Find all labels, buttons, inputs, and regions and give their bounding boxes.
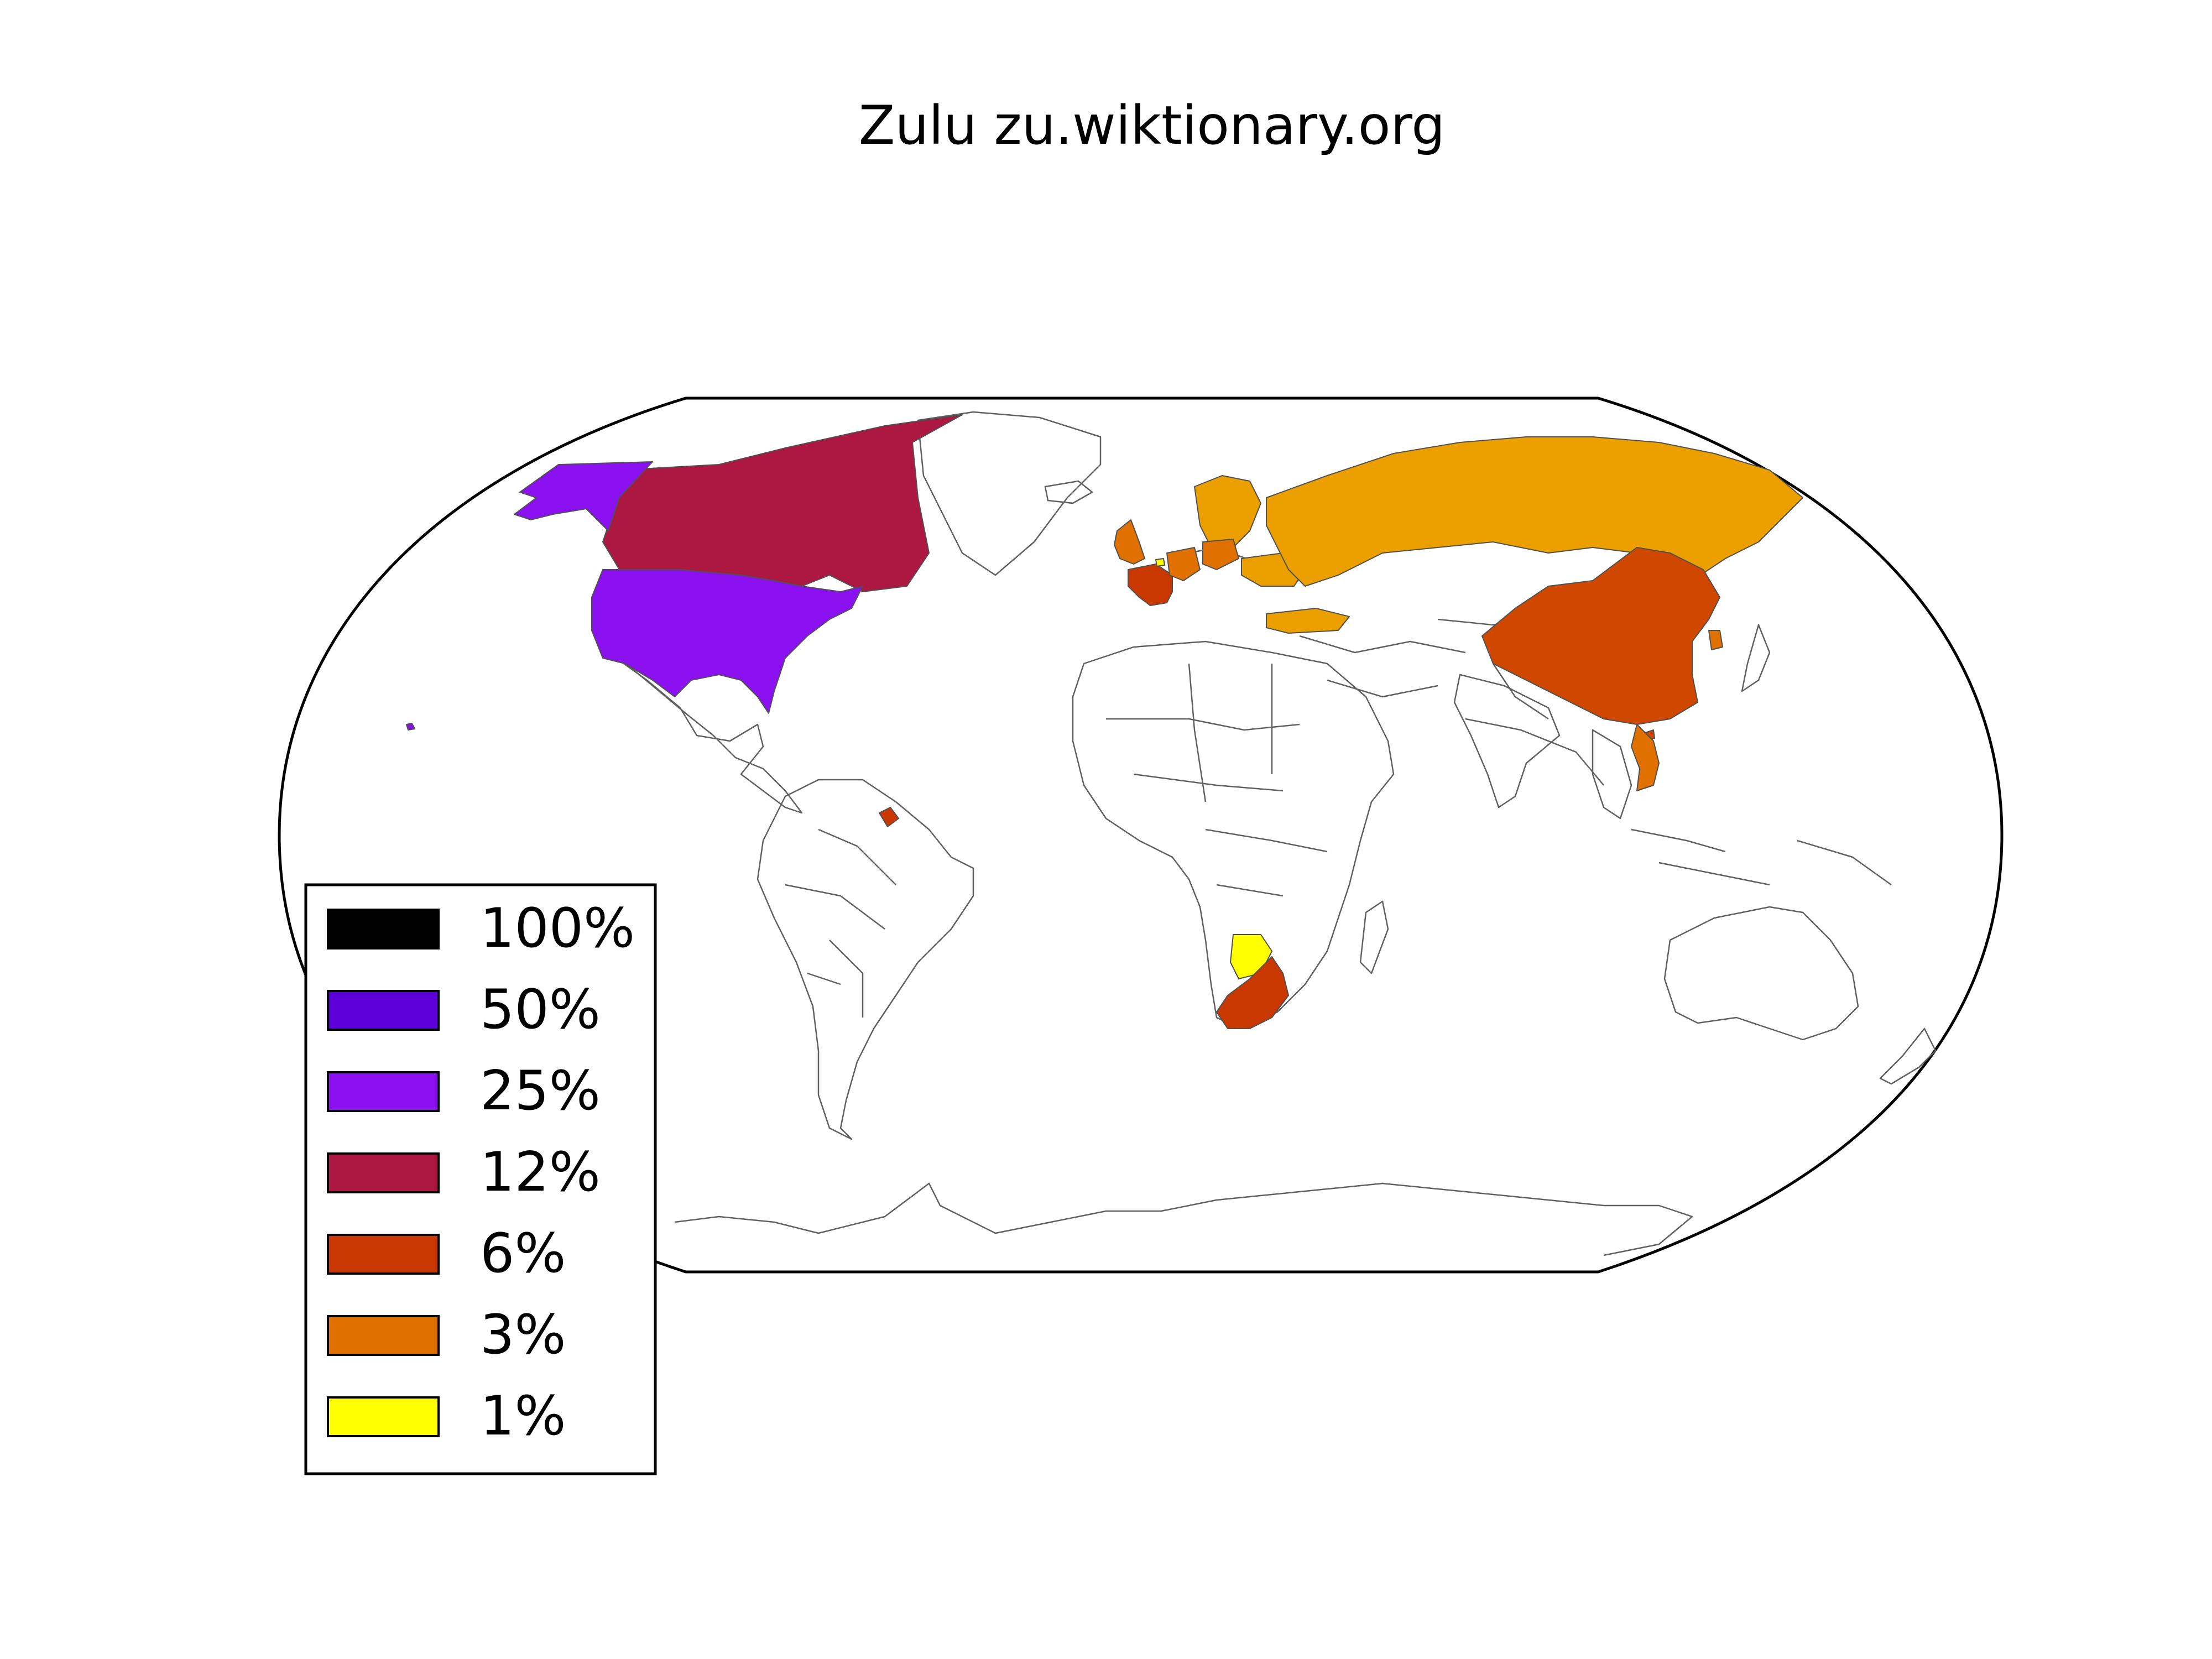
region-united-kingdom [1114,519,1145,565]
south-america-outline [757,779,974,1140]
region-germany [1166,547,1201,581]
iceland-outline [1044,480,1093,504]
central-america-outline [607,651,803,814]
region-china [1481,547,1720,725]
antarctica-outline [674,1182,1693,1256]
region-french-guiana [879,807,899,827]
africa-outline [1072,640,1395,1030]
legend-swatch [327,1152,440,1193]
legend-swatch [327,990,440,1031]
region-scandinavia [1194,475,1261,554]
legend-label: 6% [480,1222,566,1285]
region-turkey [1266,608,1350,634]
map-title: Zulu zu.wiktionary.org [859,95,1445,156]
madagascar-outline [1359,900,1389,974]
legend-swatch [327,1234,440,1275]
region-alaska [514,461,653,531]
region-south-korea [1708,630,1723,650]
southeast-asia-outline [1592,729,1892,886]
region-france [1128,564,1173,606]
region-poland [1202,539,1239,570]
eurasia-borders [1188,546,1604,786]
india-outline [1453,674,1561,808]
legend-swatch [327,1315,440,1356]
new-zealand-outline [1879,1027,1937,1085]
legend-label: 50% [480,978,601,1041]
legend-label: 12% [480,1141,601,1204]
australia-outline [1663,906,1859,1041]
africa-borders [1106,663,1328,897]
region-benelux [1155,558,1165,567]
south-america-borders [785,828,896,1018]
legend-label: 1% [480,1385,566,1448]
region-united-states [591,569,863,714]
legend-label: 25% [480,1060,601,1123]
legend-label: 100% [480,897,635,960]
japan-outline [1741,624,1771,692]
legend-items: 100% 50% 25% 12% 6% 3% 1% [327,897,635,1448]
region-hawaii [406,723,415,731]
region-vietnam [1631,724,1660,791]
legend-label: 3% [480,1303,566,1366]
legend-swatch [327,1396,440,1437]
legend-swatch [327,1071,440,1112]
greenland-outline [917,411,1102,576]
legend: 100% 50% 25% 12% 6% 3% 1% [304,883,657,1475]
legend-swatch [327,909,440,950]
map-area [278,397,2004,1274]
region-south-africa [1216,956,1289,1029]
